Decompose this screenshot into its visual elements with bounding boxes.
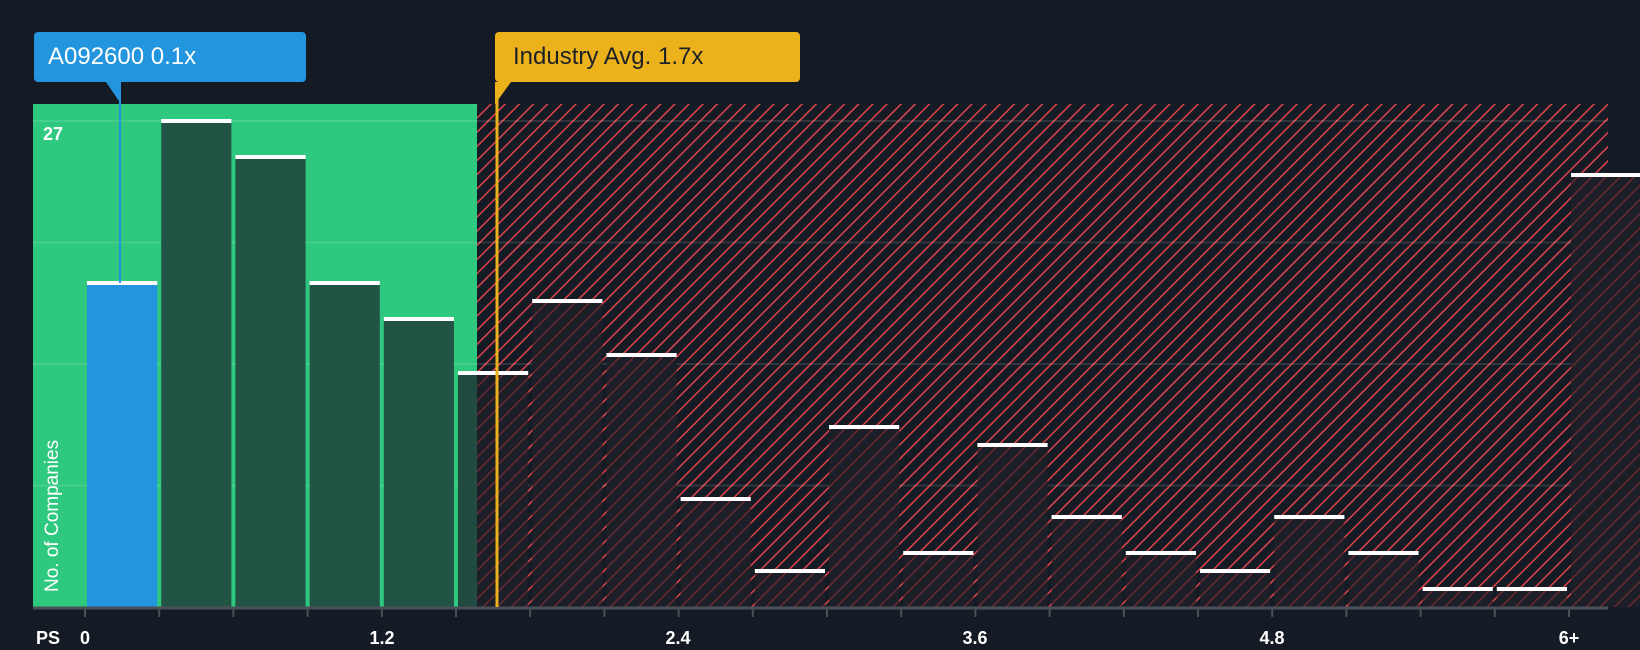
bar-cap [1051,515,1122,519]
bar-cap [977,443,1048,447]
histogram-bar[interactable] [1348,551,1419,607]
bar-cap [161,119,232,123]
bar-cap [1274,515,1345,519]
x-tick-label: 0 [79,628,91,648]
histogram-bar[interactable] [829,425,900,607]
histogram-bar[interactable] [1200,569,1271,607]
y-axis-max-label: 27 [43,124,64,144]
histogram-bar[interactable] [606,353,677,607]
histogram-bar[interactable] [309,281,380,607]
industry-tooltip-pointer [495,82,511,104]
bar-cap [532,299,603,303]
histogram-bar[interactable] [458,371,529,607]
x-tick-label: 3.6 [962,628,988,648]
bar-cap [383,317,454,321]
bar-cap [1348,551,1419,555]
company-bar[interactable] [87,281,158,607]
industry-average-tooltip: Industry Avg. 1.7x [495,32,800,82]
histogram-bar[interactable] [977,443,1048,607]
bar-cap [606,353,677,357]
bar-cap [458,371,529,375]
histogram-bar[interactable] [1422,587,1493,607]
company-tooltip-pointer [106,82,121,104]
x-tick-label: 4.8 [1259,628,1285,648]
company-ps-tooltip: A092600 0.1x [34,32,306,82]
histogram-bar[interactable] [1274,515,1345,607]
bar-cap [903,551,974,555]
bar-cap [1125,551,1196,555]
histogram-bar[interactable] [1051,515,1122,607]
bar-cap [680,497,751,501]
bar-cap [309,281,380,285]
bar-cap [1422,587,1493,591]
x-axis-title: PS [36,628,61,648]
bar-cap [1571,173,1640,177]
histogram-bar[interactable] [1125,551,1196,607]
x-tick-label: 2.4 [665,628,691,648]
y-axis-title: No. of Companies [42,439,63,592]
bar-cap [235,155,306,159]
x-tick-label: 6+ [1558,628,1580,648]
bar-cap [1200,569,1271,573]
histogram-bar[interactable] [161,119,232,607]
histogram-bar[interactable] [532,299,603,607]
histogram-bar[interactable] [903,551,974,607]
histogram-bar[interactable] [754,569,825,607]
bar-cap [754,569,825,573]
histogram-bar[interactable] [235,155,306,607]
histogram-bar[interactable] [680,497,751,607]
histogram-bar[interactable] [1571,173,1640,607]
bar-cap [1496,587,1567,591]
histogram-bar[interactable] [1496,587,1567,607]
x-tick-label: 1.2 [369,628,395,648]
histogram-bar[interactable] [383,317,454,607]
bar-cap [87,281,158,285]
bar-cap [829,425,900,429]
